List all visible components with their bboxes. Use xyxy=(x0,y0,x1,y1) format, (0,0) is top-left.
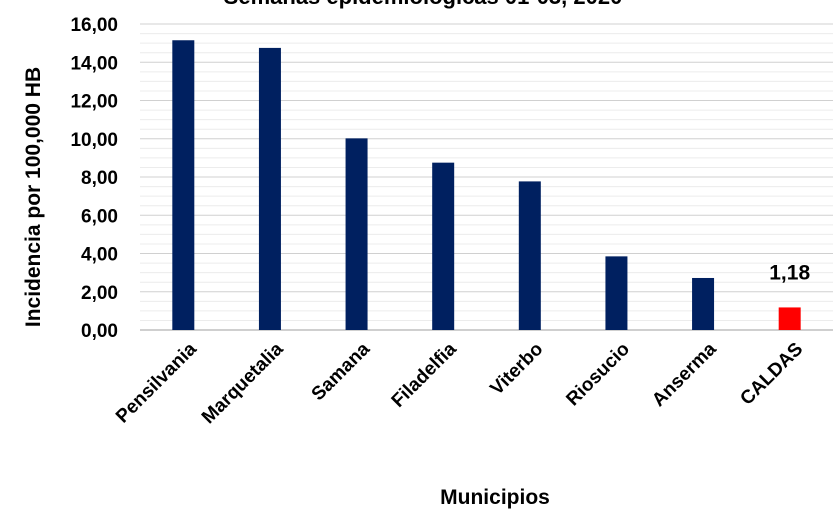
x-tick-label: Riosucio xyxy=(562,339,634,411)
x-tick-label: Filadelfia xyxy=(388,338,461,411)
x-tick-label: Samana xyxy=(308,338,375,405)
y-axis-label: Incidencia por 100,000 HB xyxy=(22,67,45,327)
gridlines xyxy=(140,23,833,331)
x-tick-label: Pensilvania xyxy=(112,338,201,427)
x-tick-label: CALDAS xyxy=(736,339,807,410)
chart-title: Semanas epidemiológicas 01-03, 2020 xyxy=(224,0,623,9)
y-tick-label: 4,00 xyxy=(81,245,118,266)
y-tick-label: 10,00 xyxy=(70,130,118,151)
y-tick-label: 6,00 xyxy=(81,206,118,227)
data-label-caldas: 1,18 xyxy=(769,261,810,284)
data-labels: 1,18 xyxy=(769,261,810,284)
bars xyxy=(172,40,801,330)
x-axis-label: Municipios xyxy=(440,486,550,509)
x-tick-label: Marquetalia xyxy=(198,338,288,428)
bar-caldas xyxy=(778,307,801,330)
bar-riosucio xyxy=(605,256,628,330)
bar-anserma xyxy=(692,277,715,330)
x-tick-label: Anserma xyxy=(648,338,721,411)
bar-filadelfia xyxy=(432,162,455,330)
y-tick-label: 2,00 xyxy=(81,283,118,304)
bar-pensilvania xyxy=(172,40,195,330)
y-axis-ticks: 0,00 2,00 4,00 6,00 8,00 10,00 12,00 14,00 16,00 xyxy=(70,15,118,342)
y-tick-label: 14,00 xyxy=(70,53,118,74)
y-tick-label: 12,00 xyxy=(70,92,118,113)
bar-viterbo xyxy=(518,181,541,330)
bar-marquetalia xyxy=(258,47,281,330)
bar-samana xyxy=(345,138,368,330)
y-tick-label: 16,00 xyxy=(70,15,118,36)
y-tick-label: 0,00 xyxy=(81,321,118,342)
y-tick-label: 8,00 xyxy=(81,168,118,189)
x-tick-label: Viterbo xyxy=(486,339,547,400)
